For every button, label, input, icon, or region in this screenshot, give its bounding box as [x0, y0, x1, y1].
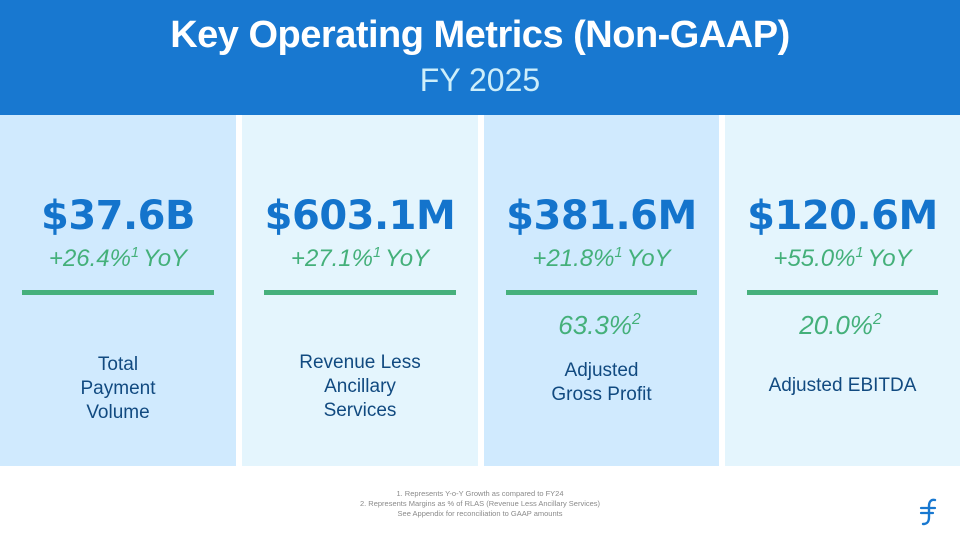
growth-value: +55.0%	[773, 245, 856, 272]
company-logo-f-icon	[918, 497, 940, 527]
label-line: Payment	[80, 378, 156, 399]
label-line: Total	[97, 354, 139, 375]
footnotes: 1. Represents Y-o-Y Growth as compared t…	[0, 489, 960, 519]
metric-card-adjusted-ebitda: $120.6M +55.0%1 YoY 20.0%2 Adjusted EBITD…	[725, 115, 960, 466]
page-title: Key Operating Metrics (Non-GAAP)	[170, 14, 790, 56]
footnote-marker: 2	[873, 311, 882, 329]
footnote-marker: 1	[131, 245, 140, 261]
margin-value: 20.0%	[799, 310, 874, 340]
header-banner: Key Operating Metrics (Non-GAAP) FY 2025	[0, 0, 960, 115]
metric-growth: +55.0%1 YoY	[725, 245, 960, 273]
metric-card-total-payment-volume: $37.6B +26.4%1 YoY Total Payment Volume	[0, 115, 236, 466]
metric-margin: 20.0%2	[725, 310, 960, 341]
footnote-marker: 1	[614, 245, 623, 261]
metric-growth: +27.1%1 YoY	[242, 245, 478, 273]
metric-card-revenue-less-ancillary: $603.1M +27.1%1 YoY Revenue Less Ancillar…	[242, 115, 478, 466]
growth-value: +21.8%	[532, 245, 615, 272]
divider-rule	[264, 290, 456, 295]
footnote-marker: 1	[373, 245, 382, 261]
label-line: Volume	[86, 402, 150, 423]
label-line: Adjusted EBITDA	[768, 375, 917, 396]
label-line: Ancillary	[324, 376, 396, 397]
metric-label: Revenue Less Ancillary Services	[252, 351, 468, 423]
footnote-1: 1. Represents Y-o-Y Growth as compared t…	[396, 489, 564, 498]
growth-suffix: YoY	[143, 245, 188, 272]
metric-growth: +21.8%1 YoY	[484, 245, 719, 273]
growth-suffix: YoY	[385, 245, 430, 272]
label-line: Revenue Less	[299, 352, 421, 373]
footnote-2: 2. Represents Margins as % of RLAS (Reve…	[359, 499, 601, 508]
label-line: Services	[323, 400, 397, 421]
growth-suffix: YoY	[867, 245, 912, 272]
growth-value: +27.1%	[290, 245, 373, 272]
metric-label: Total Payment Volume	[10, 353, 226, 425]
footnote-marker: 1	[855, 245, 864, 261]
metric-value: $603.1M	[264, 193, 456, 239]
page-subtitle: FY 2025	[419, 62, 541, 98]
margin-value: 63.3%	[558, 310, 633, 340]
footnote-3: See Appendix for reconciliation to GAAP …	[397, 509, 563, 518]
label-line: Adjusted	[564, 360, 639, 381]
growth-value: +26.4%	[48, 245, 131, 272]
metric-value: $120.6M	[747, 193, 938, 239]
metric-label: Adjusted Gross Profit	[494, 359, 709, 407]
divider-rule	[506, 290, 697, 295]
label-line: Gross Profit	[551, 384, 652, 405]
metric-growth: +26.4%1 YoY	[0, 245, 236, 273]
growth-suffix: YoY	[626, 245, 671, 272]
divider-rule	[747, 290, 938, 295]
metric-value: $381.6M	[506, 193, 697, 239]
footnote-marker: 2	[632, 311, 641, 329]
metric-value: $37.6B	[40, 193, 196, 239]
divider-rule	[22, 290, 214, 295]
metric-label: Adjusted EBITDA	[735, 374, 950, 398]
metric-card-adjusted-gross-profit: $381.6M +21.8%1 YoY 63.3%2 Adjusted Gross…	[484, 115, 719, 466]
metric-margin: 63.3%2	[484, 310, 719, 341]
